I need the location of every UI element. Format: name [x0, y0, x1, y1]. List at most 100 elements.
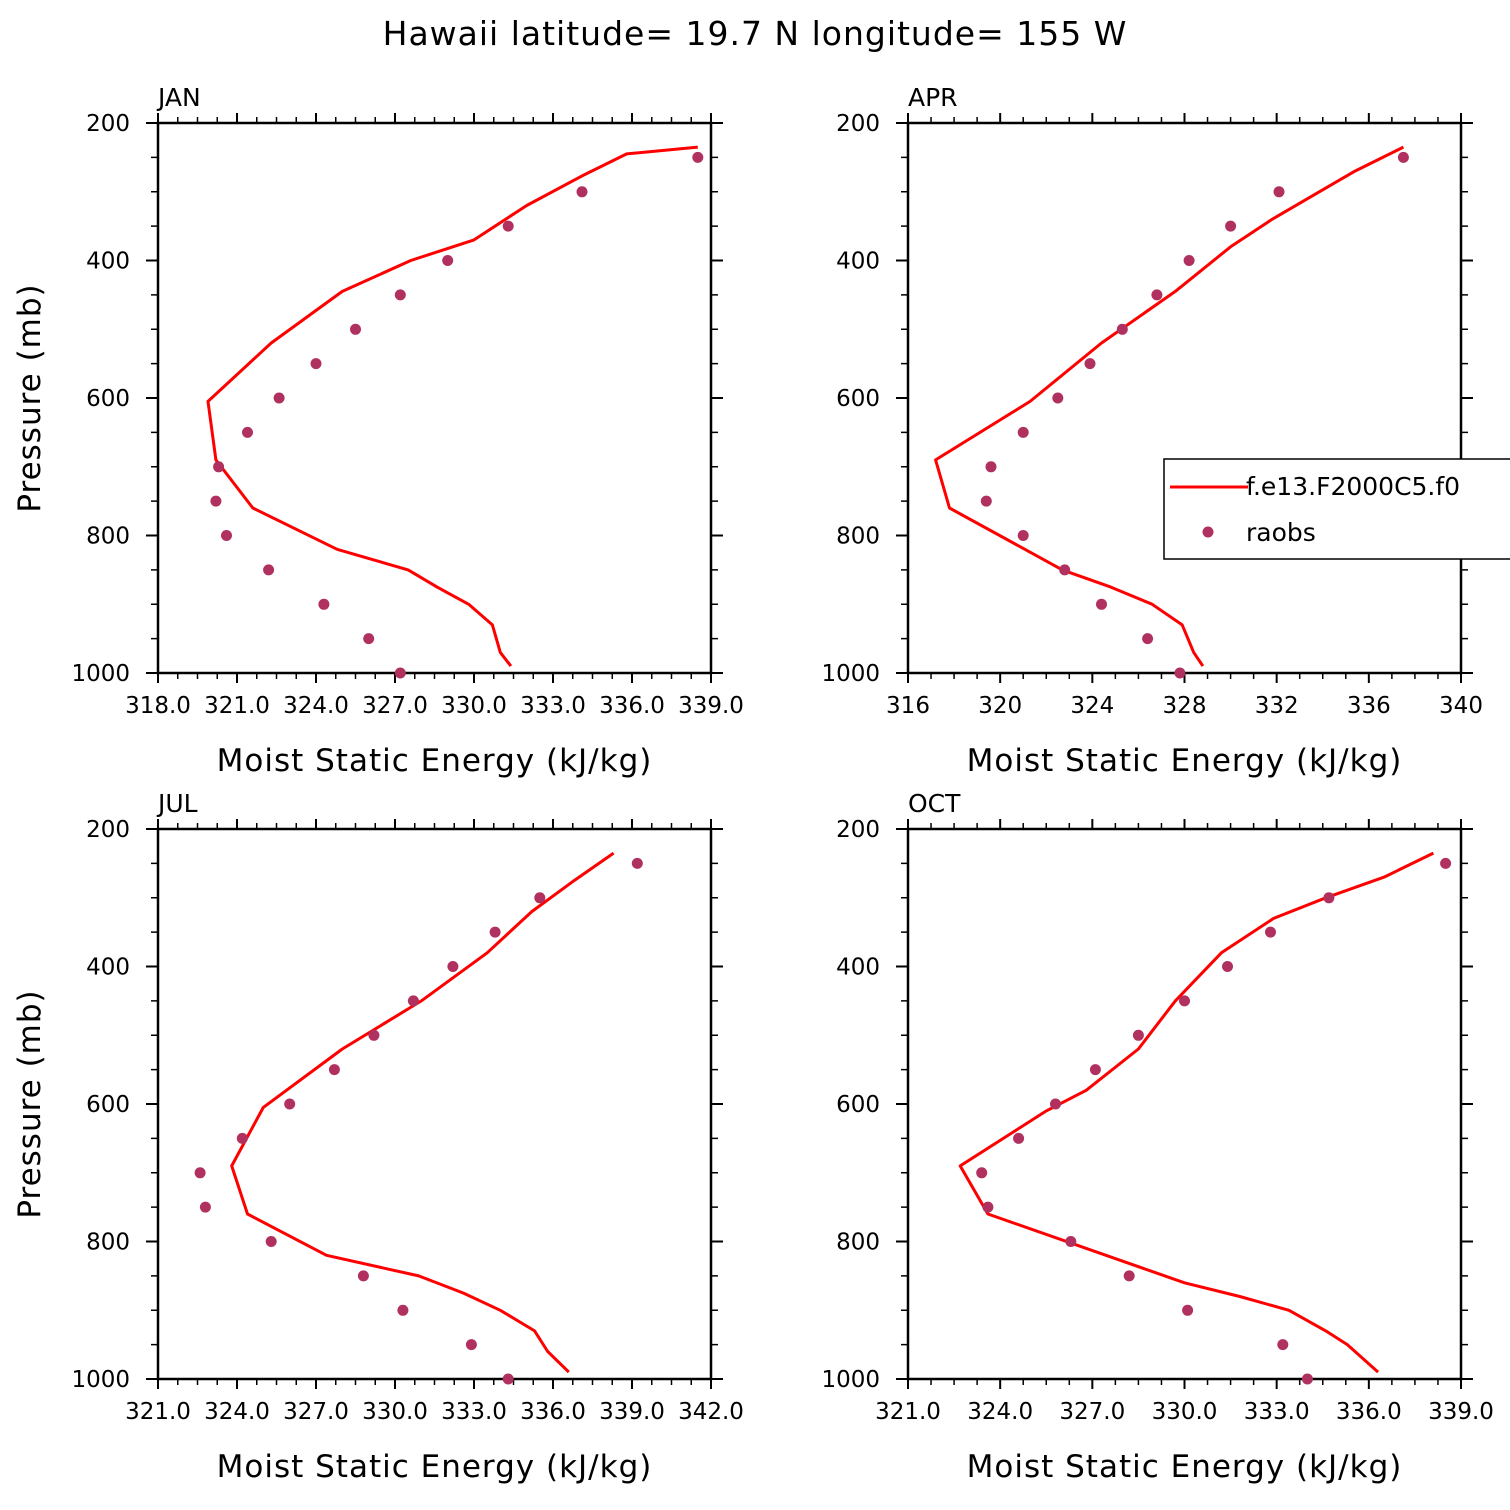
raobs-point — [363, 633, 375, 645]
raobs-point — [1096, 598, 1107, 610]
raobs-point — [502, 1373, 514, 1385]
y-tick-label: 1000 — [821, 1367, 880, 1393]
x-axis-label: Moist Static Energy (kJ/kg) — [217, 743, 653, 779]
raobs-point — [213, 461, 225, 473]
raobs-point — [1182, 1304, 1194, 1316]
y-tick-label: 600 — [86, 1092, 130, 1118]
panel-title: JAN — [156, 83, 201, 112]
y-tick-label: 600 — [836, 386, 880, 412]
raobs-point — [1222, 961, 1233, 972]
raobs-point — [1273, 186, 1285, 198]
x-axis-label: Moist Static Energy (kJ/kg) — [967, 1449, 1403, 1485]
x-tick-label: 339.0 — [599, 1399, 665, 1425]
legend-label-raobs: raobs — [1246, 518, 1316, 547]
raobs-point — [1089, 1064, 1101, 1076]
raobs-point — [368, 1029, 380, 1041]
raobs-point — [1323, 892, 1335, 904]
x-tick-label: 340 — [1439, 693, 1483, 719]
panel-title: APR — [908, 83, 958, 112]
figure-title: Hawaii latitude= 19.7 N longitude= 155 W — [383, 14, 1128, 53]
x-tick-label: 336 — [1347, 693, 1391, 719]
x-tick-label: 336.0 — [520, 1399, 586, 1425]
raobs-point — [1052, 392, 1064, 404]
raobs-point — [1013, 1132, 1025, 1144]
y-tick-label: 800 — [86, 524, 130, 550]
x-tick-label: 318.0 — [125, 693, 191, 719]
raobs-point — [1301, 1373, 1313, 1385]
raobs-point — [357, 1270, 369, 1282]
raobs-point — [1132, 1029, 1144, 1041]
raobs-point — [407, 995, 419, 1007]
raobs-point — [221, 530, 232, 541]
y-tick-label: 200 — [836, 111, 880, 137]
y-tick-label: 600 — [86, 386, 130, 412]
raobs-point — [489, 926, 501, 938]
raobs-point — [328, 1064, 340, 1076]
raobs-point — [1277, 1339, 1289, 1351]
raobs-point — [1142, 633, 1154, 645]
x-tick-label: 324 — [1070, 693, 1114, 719]
x-tick-label: 330.0 — [441, 693, 507, 719]
x-tick-label: 332 — [1255, 693, 1299, 719]
x-axis-label: Moist Static Energy (kJ/kg) — [217, 1449, 653, 1485]
raobs-point — [976, 1167, 988, 1179]
y-tick-label: 1000 — [821, 661, 880, 687]
y-tick-label: 400 — [86, 955, 130, 981]
panels: 318.0 321.0 324.0 327.0 330.0 333.0 336.0 339.0… — [12, 83, 1494, 1485]
panel-title: OCT — [908, 789, 961, 818]
raobs-point — [631, 857, 643, 869]
x-tick-label: 339.0 — [678, 693, 744, 719]
raobs-point — [1265, 926, 1276, 938]
raobs-point — [273, 392, 285, 404]
x-tick-label: 333.0 — [441, 1399, 507, 1425]
x-tick-label: 330.0 — [1152, 1399, 1218, 1425]
legend-label-model: f.e13.F2000C5.f0 — [1246, 472, 1460, 501]
raobs-point — [465, 1339, 477, 1351]
raobs-point — [310, 358, 322, 370]
raobs-point — [576, 186, 588, 198]
raobs-point — [397, 1304, 409, 1316]
x-tick-label: 327.0 — [362, 693, 428, 719]
y-tick-label: 400 — [86, 249, 130, 275]
y-tick-label: 800 — [86, 1230, 130, 1256]
raobs-point — [1225, 220, 1237, 232]
y-tick-label: 200 — [836, 817, 880, 843]
x-tick-label: 324.0 — [967, 1399, 1033, 1425]
x-tick-label: 339.0 — [1428, 1399, 1494, 1425]
raobs-point — [1050, 1098, 1061, 1110]
x-axis-label: Moist Static Energy (kJ/kg) — [967, 743, 1403, 779]
x-tick-label: 321.0 — [204, 693, 270, 719]
raobs-point — [394, 667, 406, 679]
x-tick-label: 324.0 — [283, 693, 349, 719]
x-tick-label: 330.0 — [362, 1399, 428, 1425]
raobs-point — [985, 461, 997, 473]
legend-dot-swatch — [1202, 526, 1214, 538]
raobs-point — [1065, 1236, 1077, 1247]
x-tick-label: 320 — [978, 693, 1022, 719]
y-tick-label: 200 — [86, 111, 130, 137]
x-tick-label: 333.0 — [1244, 1399, 1310, 1425]
y-tick-label: 600 — [836, 1092, 880, 1118]
panel-jan: 318.0 321.0 324.0 327.0 330.0 333.0 336.0 339.0… — [12, 83, 744, 779]
series-line-model — [958, 851, 1435, 1374]
panel-oct: 321.0 324.0 327.0 330.0 333.0 336.0 339.0 200 40… — [821, 789, 1493, 1485]
series-line-model — [230, 851, 615, 1374]
raobs-point — [265, 1236, 277, 1247]
x-tick-label: 324.0 — [204, 1399, 270, 1425]
x-tick-label: 333.0 — [520, 693, 586, 719]
y-tick-label: 200 — [86, 817, 130, 843]
x-tick-label: 336.0 — [599, 693, 665, 719]
y-axis-label: Pressure (mb) — [12, 989, 48, 1218]
x-tick-label: 328 — [1163, 693, 1207, 719]
raobs-point — [1084, 358, 1096, 370]
panel-jul: 321.0 324.0 327.0 330.0 333.0 336.0 339.0 342.0… — [12, 789, 744, 1485]
raobs-point — [442, 255, 454, 266]
x-tick-label: 327.0 — [283, 1399, 349, 1425]
raobs-point — [692, 151, 704, 163]
raobs-point — [284, 1098, 296, 1110]
legend: f.e13.F2000C5.f0 raobs — [1163, 458, 1510, 560]
x-tick-label: 321.0 — [125, 1399, 191, 1425]
x-tick-label: 316 — [886, 693, 930, 719]
raobs-point — [236, 1132, 248, 1144]
